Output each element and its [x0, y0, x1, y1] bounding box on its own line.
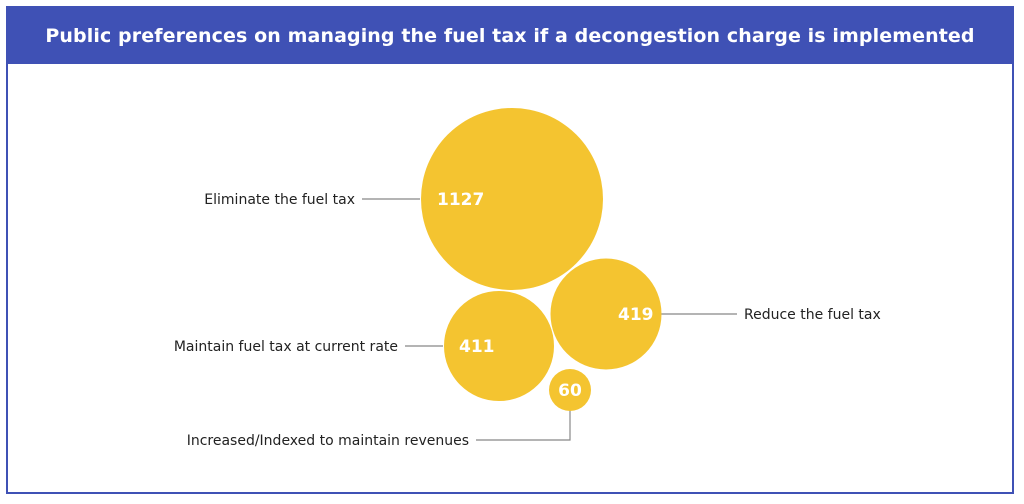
bubble [421, 108, 603, 290]
category-label: Eliminate the fuel tax [204, 192, 355, 208]
chart-header: Public preferences on managing the fuel … [8, 8, 1012, 64]
bubble-value-label: 411 [459, 337, 495, 357]
bubble [549, 369, 591, 411]
category-label: Reduce the fuel tax [744, 307, 881, 323]
bubble-value-label: 419 [618, 305, 654, 325]
category-label: Increased/Indexed to maintain revenues [187, 433, 469, 449]
bubble-value-label: 60 [558, 381, 582, 401]
bubble [444, 291, 554, 401]
bubble [550, 258, 662, 370]
bubble-value-label: 1127 [437, 190, 484, 210]
chart-frame: Public preferences on managing the fuel … [6, 6, 1014, 494]
chart-title: Public preferences on managing the fuel … [45, 25, 975, 47]
category-label: Maintain fuel tax at current rate [174, 339, 398, 355]
leader-line [476, 410, 571, 441]
